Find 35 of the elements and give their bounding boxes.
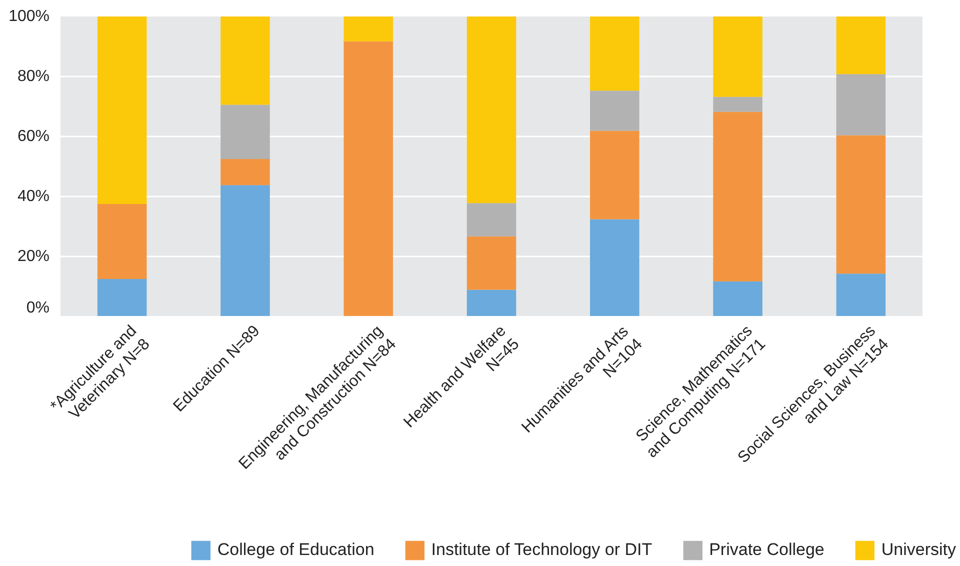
bar	[220, 16, 270, 105]
bar	[836, 135, 886, 274]
legend-label: Private College	[709, 540, 824, 560]
bar	[344, 16, 393, 42]
bar	[220, 185, 270, 316]
bar	[97, 279, 147, 316]
y-tick-label: 20%	[17, 248, 50, 265]
bar	[97, 204, 147, 279]
y-tick-label: 100%	[8, 8, 50, 25]
legend-label: Institute of Technology or DIT	[431, 540, 652, 560]
bar	[466, 236, 516, 290]
bar	[590, 16, 640, 91]
bar	[466, 16, 516, 204]
legend-label: University	[881, 540, 956, 560]
bar	[713, 281, 762, 316]
y-tick-label: 80%	[17, 68, 50, 85]
bar	[97, 16, 147, 204]
bar	[713, 16, 762, 97]
bar	[466, 290, 516, 316]
bar	[344, 41, 393, 316]
bar	[590, 130, 640, 220]
y-tick-label: 60%	[17, 128, 50, 145]
bar	[590, 219, 640, 316]
bar	[836, 74, 886, 136]
bar	[836, 16, 886, 74]
bar	[220, 104, 270, 159]
y-tick-label: 0%	[26, 300, 50, 316]
bar	[836, 274, 886, 316]
bar	[220, 159, 270, 186]
bar	[713, 96, 762, 112]
bar	[713, 112, 762, 282]
bar	[466, 203, 516, 236]
y-tick-label: 40%	[17, 188, 50, 205]
bar	[590, 90, 640, 131]
legend-label: College of Education	[217, 540, 374, 560]
